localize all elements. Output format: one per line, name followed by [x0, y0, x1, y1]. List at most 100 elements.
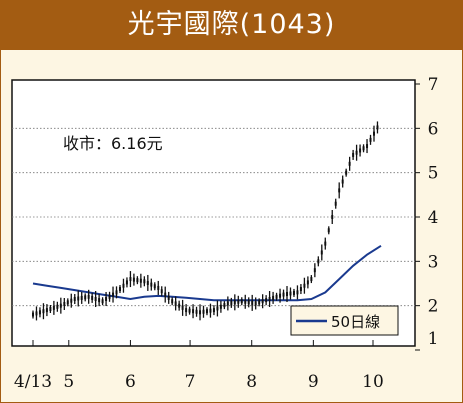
candle-body [167, 295, 170, 300]
x-tick-label: 5 [63, 372, 74, 392]
y-tick-label: 3 [428, 252, 439, 272]
candle-body [146, 280, 149, 285]
candle-body [268, 297, 271, 302]
y-tick-label: 1 [428, 329, 439, 349]
candle-body [219, 304, 222, 309]
candle-body [254, 301, 257, 306]
candle-body [199, 310, 202, 315]
candle-body [84, 295, 87, 300]
candle-body [101, 299, 104, 304]
candle-body [279, 293, 282, 298]
candle-body [129, 277, 132, 282]
candle-body [209, 308, 212, 313]
candle-body [160, 289, 163, 294]
candle-body [136, 278, 139, 283]
candle-body [376, 125, 379, 130]
candle-body [202, 309, 205, 314]
candle-body [66, 300, 69, 305]
candle-body [45, 308, 48, 313]
candle-body [157, 285, 160, 290]
close-price-annotation: 收市：6.16元 [63, 134, 163, 153]
candle-body [338, 188, 341, 193]
candle-body [226, 301, 229, 306]
legend-ma50-label: 50日線 [331, 313, 380, 331]
candle-body [73, 297, 76, 302]
candle-body [230, 300, 233, 305]
y-tick-label: 4 [428, 208, 439, 228]
candle-body [327, 228, 330, 233]
candle-body [153, 284, 156, 289]
candle-body [139, 278, 142, 283]
candle-body [320, 250, 323, 255]
candle-body [355, 150, 358, 155]
candle-body [317, 259, 320, 264]
legend: 50日線 [290, 305, 399, 336]
candle-body [303, 283, 306, 288]
ma50-line [32, 244, 382, 302]
candle-body [362, 146, 365, 151]
x-tick-label: 6 [125, 372, 136, 392]
candle-body [352, 152, 355, 157]
candle-body [188, 308, 191, 313]
candle-body [265, 298, 268, 303]
candle-body [125, 280, 128, 285]
candle-body [181, 305, 184, 310]
candle-body [240, 299, 243, 304]
candle-body [52, 305, 55, 310]
candle-body [115, 290, 118, 295]
candle-body [251, 300, 254, 305]
y-tick-label: 6 [428, 119, 439, 139]
candle-body [56, 304, 59, 309]
candle-body [192, 309, 195, 314]
candle-body [233, 300, 236, 305]
candle-body [59, 303, 62, 308]
candle-body [105, 297, 108, 302]
candle-body [331, 215, 334, 219]
chart-title: 光宇國際(1043) [127, 9, 336, 40]
candle-body [98, 298, 101, 303]
candle-body [345, 170, 348, 175]
candle-body [334, 201, 337, 206]
candle-body [70, 298, 73, 303]
candle-body [289, 291, 292, 296]
x-tick-label: 9 [308, 372, 319, 392]
candle-body [286, 292, 289, 297]
y-tick-label: 7 [428, 75, 439, 95]
candle-body [282, 292, 285, 297]
candle-body [244, 299, 247, 304]
x-tick-label: 8 [246, 372, 257, 392]
x-tick-label: 4/13 [14, 372, 52, 392]
candle-body [348, 161, 351, 166]
candle-body [112, 292, 115, 297]
candle-body [87, 294, 90, 299]
x-tick-label: 7 [185, 372, 196, 392]
candle-body [118, 287, 121, 292]
candle-body [195, 309, 198, 314]
candle-body [174, 301, 177, 306]
candle-body [205, 309, 208, 314]
candle-body [324, 241, 327, 246]
candle-body [299, 287, 302, 292]
candle-body [223, 303, 226, 308]
candle-body [306, 280, 309, 285]
candle-body [80, 295, 83, 300]
candle-body [341, 179, 344, 184]
candle-body [38, 310, 41, 315]
candle-body [94, 297, 97, 302]
candle-body [164, 292, 167, 297]
candle-body [372, 131, 375, 136]
candle-body [77, 296, 80, 301]
candle-body [359, 148, 362, 153]
candle-body [366, 144, 369, 149]
candle-body [108, 294, 111, 299]
candle-body [216, 306, 219, 311]
candle-body [369, 137, 372, 142]
candle-body [313, 268, 316, 273]
candle-body [171, 299, 174, 304]
candle-body [150, 282, 153, 287]
plot-background [11, 79, 416, 347]
candle-body [261, 299, 264, 304]
candle-body [292, 290, 295, 295]
candle-body [275, 294, 278, 299]
